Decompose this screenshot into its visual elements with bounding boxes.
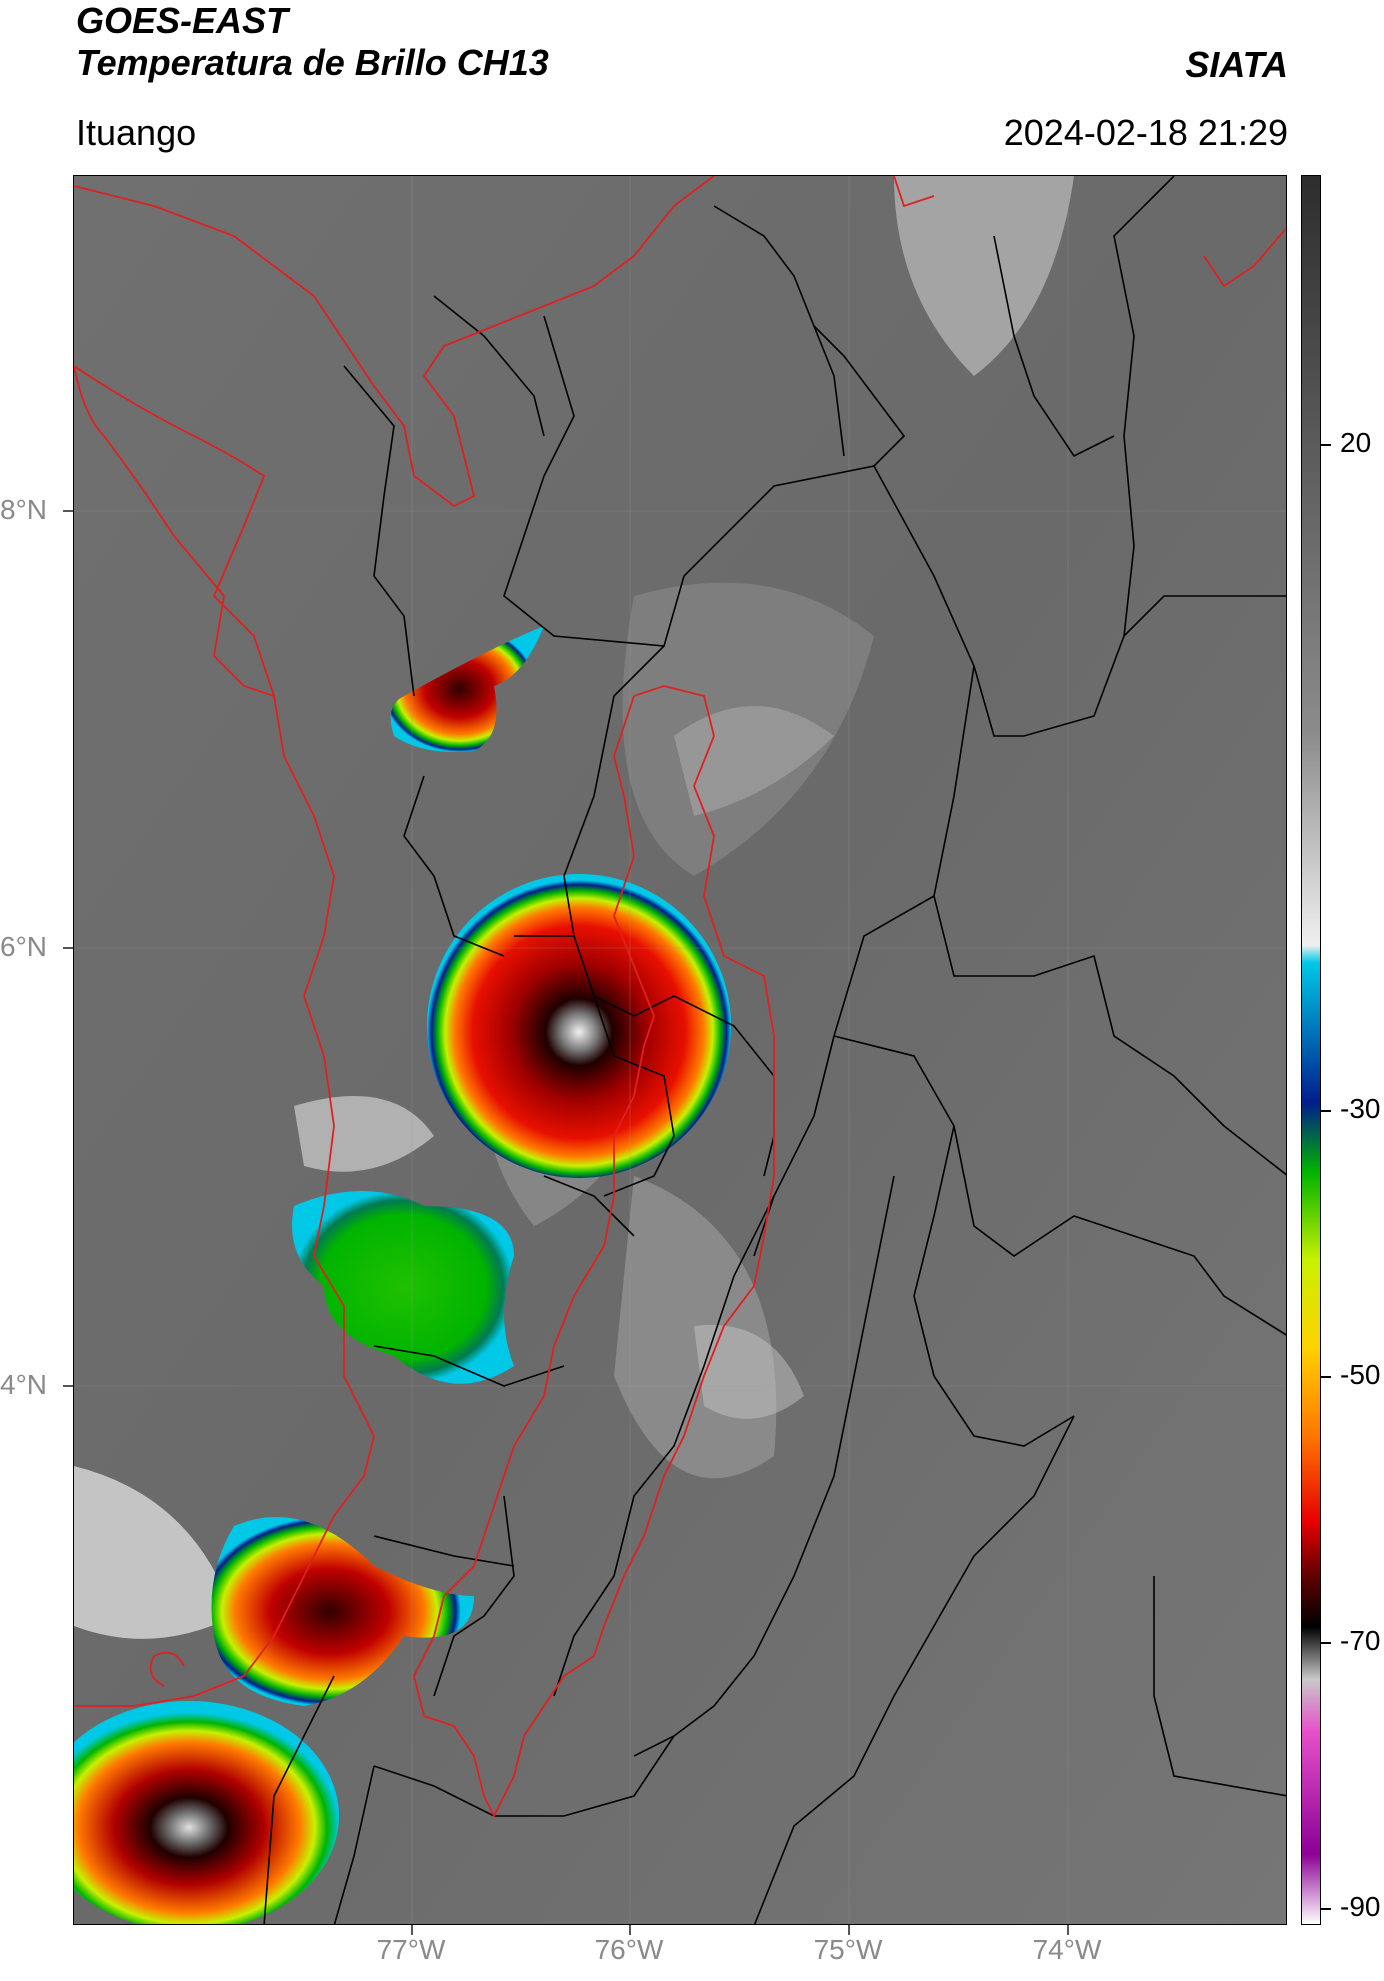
storm-cell-north xyxy=(390,626,544,752)
lat-label-4n: 4°N xyxy=(0,1369,47,1400)
lat-tick-8n xyxy=(63,510,73,512)
lon-tick-77w xyxy=(411,1925,413,1935)
colorbar-label-minus90: -90 xyxy=(1340,1891,1381,1922)
storm-cell-southwest xyxy=(211,1517,474,1706)
lon-tick-74w xyxy=(1067,1925,1069,1935)
lat-label-6n: 6°N xyxy=(0,931,47,962)
lon-tick-76w xyxy=(629,1925,631,1935)
satellite-map[interactable] xyxy=(73,175,1287,1925)
map-canvas xyxy=(74,176,1286,1924)
lon-label-74w: 74°W xyxy=(1032,1934,1102,1965)
colorbar-label-minus50: -50 xyxy=(1340,1359,1381,1390)
temperature-colorbar xyxy=(1301,175,1321,1925)
storm-cell-west xyxy=(292,1191,514,1384)
storm-cell-central xyxy=(427,874,731,1178)
colorbar-label-minus30: -30 xyxy=(1340,1093,1381,1124)
colorbar-tick-minus50 xyxy=(1321,1376,1331,1378)
colorbar-tick-minus70 xyxy=(1321,1642,1331,1644)
timestamp-label: 2024-02-18 21:29 xyxy=(1003,112,1288,153)
colorbar-tick-20 xyxy=(1321,444,1331,446)
lon-label-75w: 75°W xyxy=(813,1934,883,1965)
colorbar-tick-minus90 xyxy=(1321,1908,1331,1910)
lon-tick-75w xyxy=(848,1925,850,1935)
storm-cell-south xyxy=(74,1701,339,1924)
title-satellite: GOES-EAST xyxy=(76,0,289,41)
colorbar-label-20: 20 xyxy=(1340,427,1372,458)
lat-label-8n: 8°N xyxy=(0,494,47,525)
lon-label-76w: 76°W xyxy=(594,1934,664,1965)
organization-label: SIATA xyxy=(1185,44,1288,85)
country-borders xyxy=(74,176,1286,1819)
region-label: Ituango xyxy=(76,112,197,153)
lat-tick-4n xyxy=(63,1385,73,1387)
colorbar-label-minus70: -70 xyxy=(1340,1625,1381,1656)
title-product: Temperatura de Brillo CH13 xyxy=(76,42,549,83)
lon-label-77w: 77°W xyxy=(376,1934,446,1965)
lat-tick-6n xyxy=(63,947,73,949)
colorbar-tick-minus30 xyxy=(1321,1110,1331,1112)
